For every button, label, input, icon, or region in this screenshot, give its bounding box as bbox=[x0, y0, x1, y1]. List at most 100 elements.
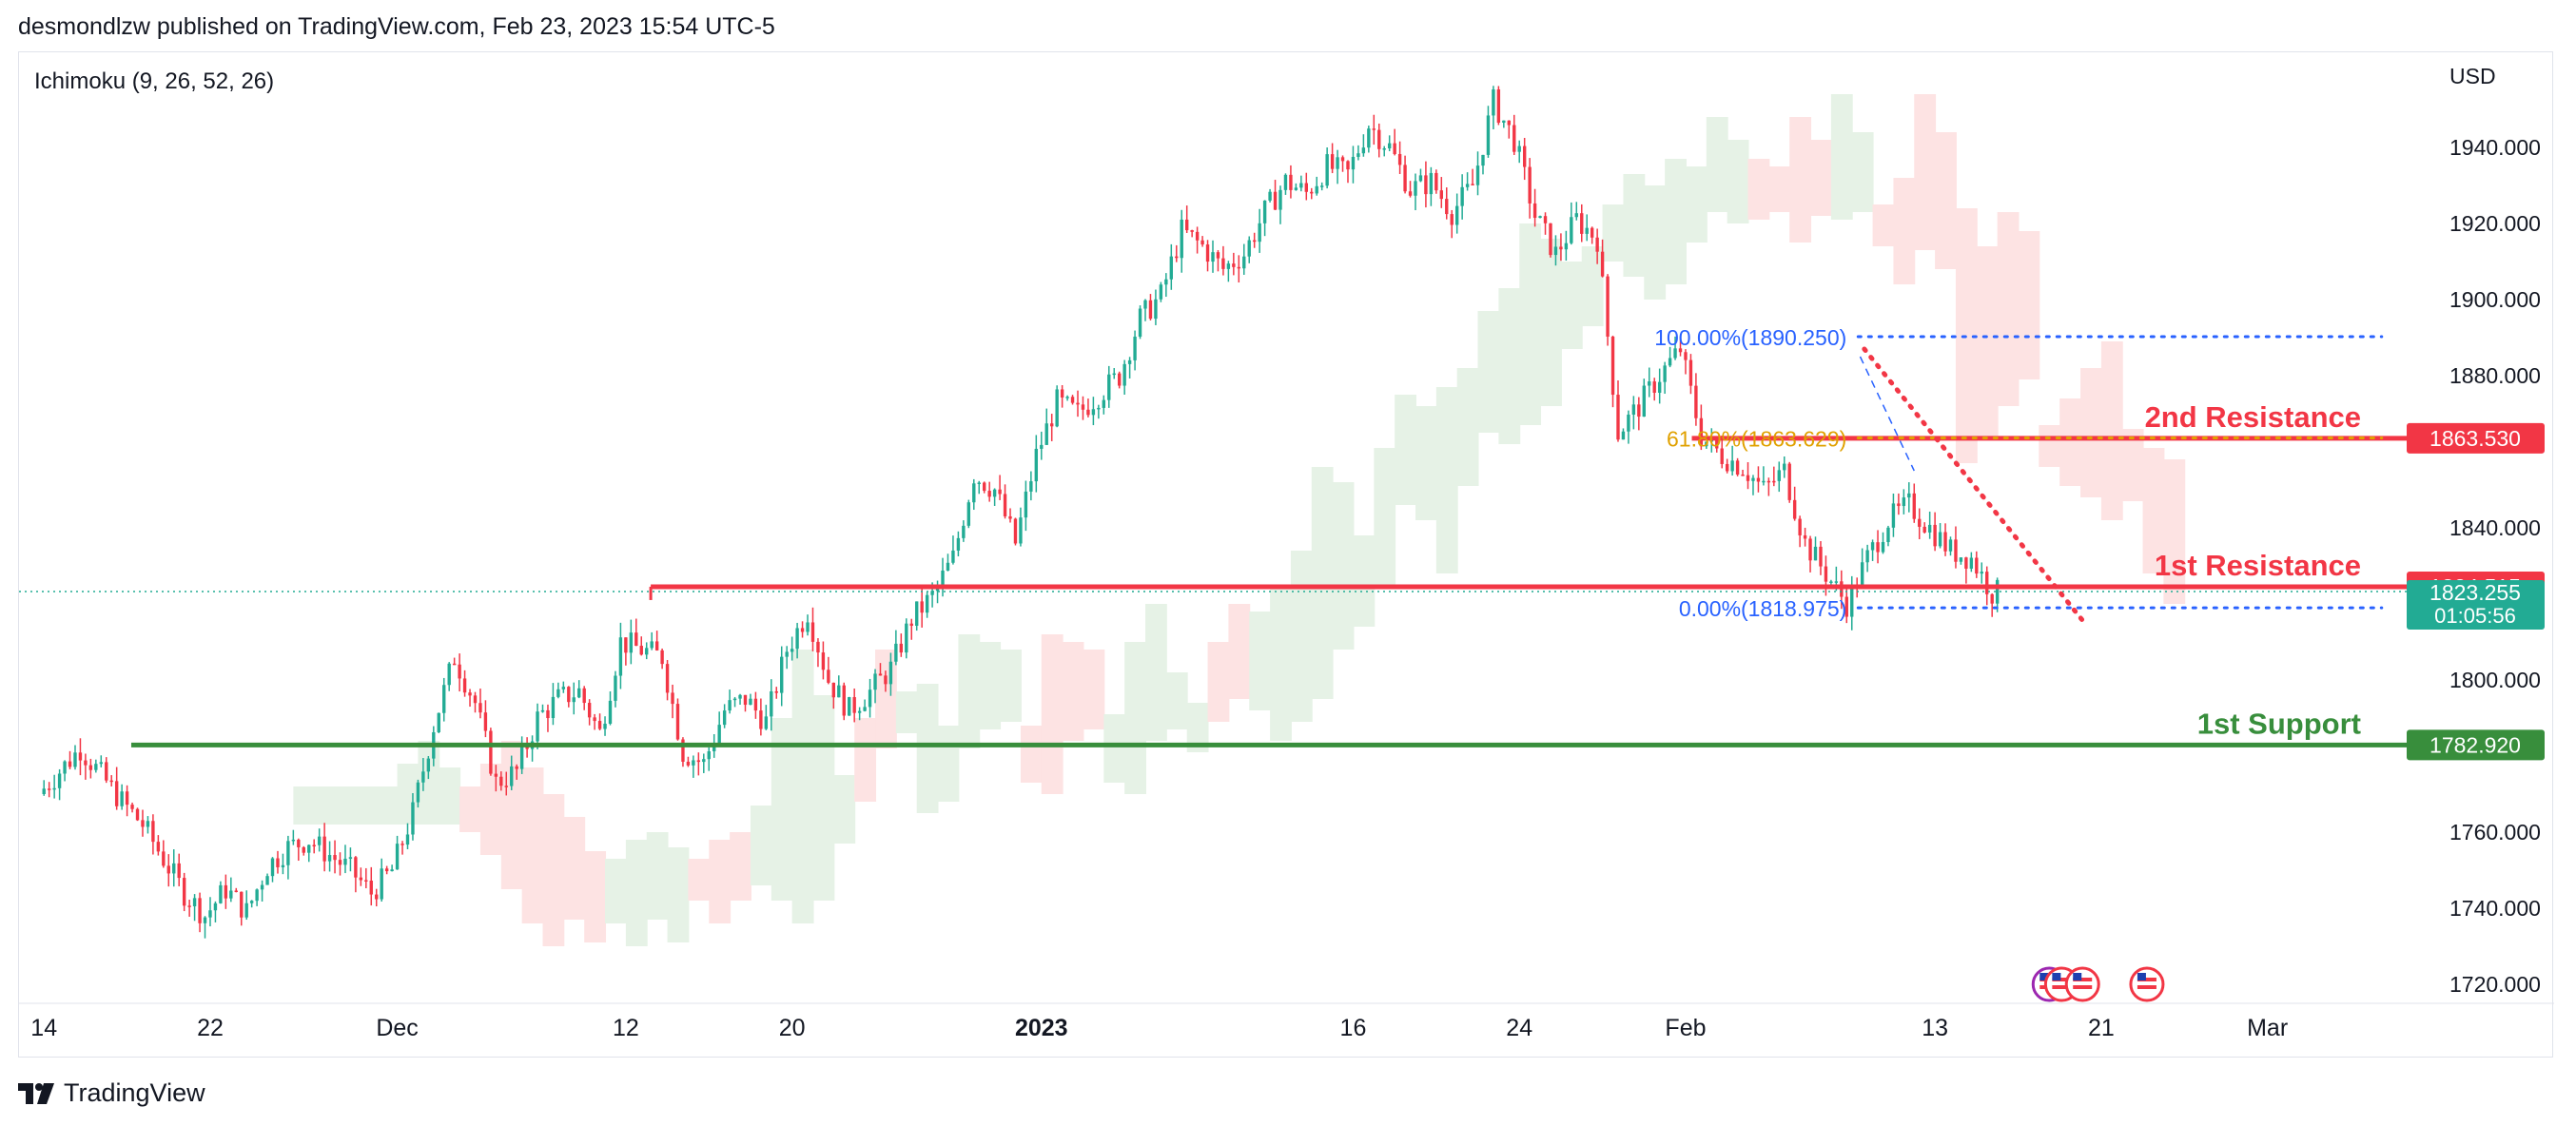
cloud-segment bbox=[979, 642, 1002, 729]
candle-body bbox=[1138, 308, 1142, 338]
footer: TradingView bbox=[18, 1078, 205, 1108]
candle-body bbox=[920, 601, 924, 613]
candle-body bbox=[1289, 174, 1293, 190]
candle-body bbox=[681, 739, 685, 762]
candle-body bbox=[1076, 402, 1080, 405]
candle-body bbox=[213, 903, 218, 911]
candle-body bbox=[1471, 184, 1474, 185]
candle-body bbox=[1070, 397, 1075, 403]
candle-body bbox=[1304, 183, 1308, 192]
candle-body bbox=[1102, 399, 1106, 408]
cloud-segment bbox=[1976, 246, 1999, 437]
candle-body bbox=[411, 802, 415, 835]
candle-body bbox=[597, 721, 602, 729]
candle-body bbox=[1528, 166, 1532, 204]
candle-body bbox=[556, 689, 560, 697]
cloud-segment bbox=[355, 786, 378, 825]
candle-body bbox=[437, 712, 440, 732]
cloud-segment bbox=[1456, 368, 1479, 486]
candle-body bbox=[536, 711, 539, 742]
candle-body bbox=[1762, 480, 1766, 483]
cloud-segment bbox=[563, 817, 586, 920]
candle-body bbox=[831, 682, 836, 698]
candle-body bbox=[1886, 527, 1890, 542]
cloud-segment bbox=[688, 859, 711, 901]
cloud-segment bbox=[439, 767, 461, 825]
candle-body bbox=[1787, 463, 1791, 500]
candle-body bbox=[665, 664, 670, 693]
candle-body bbox=[1283, 174, 1288, 190]
candle-body bbox=[1616, 395, 1620, 440]
candle-body bbox=[1720, 448, 1724, 464]
candle-body bbox=[806, 622, 810, 632]
candle-body bbox=[1694, 385, 1698, 418]
candle-body bbox=[686, 761, 691, 766]
cloud-segment bbox=[1768, 166, 1791, 212]
level-label: 1st Support bbox=[2197, 707, 2361, 740]
event-flag-icon bbox=[2129, 966, 2165, 1002]
candle-body bbox=[1268, 191, 1272, 201]
candle-body bbox=[634, 632, 638, 647]
candle-body bbox=[489, 730, 493, 774]
cloud-segment bbox=[895, 691, 918, 733]
x-tick-label: 22 bbox=[197, 1015, 224, 1041]
candle-body bbox=[130, 805, 134, 809]
price-chart[interactable]: 2nd Resistance 1st Resistance 1st Support 1… bbox=[19, 52, 2554, 1058]
cloud-segment bbox=[293, 786, 316, 825]
candle-body bbox=[743, 694, 748, 706]
candle-body bbox=[1610, 336, 1615, 396]
candle-body bbox=[483, 712, 488, 731]
currency-label: USD bbox=[2449, 64, 2496, 88]
candle-body bbox=[255, 889, 259, 902]
flag-stripe bbox=[2137, 985, 2156, 989]
x-tick-label: Feb bbox=[1665, 1015, 1706, 1041]
candle-body bbox=[1325, 154, 1329, 186]
candle-body bbox=[998, 489, 1002, 495]
chart-panel[interactable]: 2nd Resistance 1st Resistance 1st Support 1… bbox=[18, 51, 2554, 1058]
candle-body bbox=[462, 678, 467, 693]
candle-body bbox=[146, 821, 150, 827]
candle-body bbox=[780, 656, 784, 693]
candle-body bbox=[1725, 463, 1729, 472]
candle-body bbox=[1013, 518, 1018, 544]
candle-body bbox=[1777, 470, 1781, 481]
candle-body bbox=[764, 716, 769, 729]
candle-body bbox=[317, 836, 322, 845]
candle-body bbox=[1975, 557, 1979, 574]
cloud-segment bbox=[833, 775, 856, 844]
candle-body bbox=[229, 890, 233, 899]
cloud-segment bbox=[1415, 406, 1437, 520]
candle-body bbox=[1668, 358, 1672, 366]
candle-body bbox=[1538, 216, 1542, 219]
x-tick-label: 14 bbox=[30, 1015, 57, 1041]
cloud-segment bbox=[479, 764, 502, 855]
footer-brand[interactable]: TradingView bbox=[64, 1078, 205, 1107]
candle-body bbox=[1454, 205, 1459, 225]
candle-body bbox=[1735, 460, 1740, 475]
candle-body bbox=[1648, 381, 1651, 386]
candle-body bbox=[1237, 266, 1240, 269]
cloud-segment bbox=[1872, 204, 1895, 246]
candle-body bbox=[1029, 481, 1033, 492]
candle-body bbox=[177, 863, 181, 879]
candle-body bbox=[1330, 154, 1335, 169]
tradingview-logo-icon[interactable] bbox=[18, 1082, 56, 1104]
flag-stripe bbox=[2073, 985, 2093, 989]
candle-body bbox=[654, 641, 659, 650]
candle-body bbox=[774, 690, 778, 693]
cloud-segment bbox=[1290, 551, 1313, 722]
candle-body bbox=[1465, 184, 1470, 187]
candle-body bbox=[1985, 572, 1989, 594]
candle-body bbox=[1798, 518, 1802, 535]
candle-body bbox=[1512, 125, 1516, 152]
candle-body bbox=[608, 700, 613, 724]
candle-body bbox=[57, 773, 62, 788]
x-tick-label: Dec bbox=[376, 1015, 418, 1041]
candle-body bbox=[421, 771, 425, 783]
x-tick-label: Mar bbox=[2247, 1015, 2288, 1041]
candle-body bbox=[1034, 448, 1039, 482]
candle-body bbox=[156, 842, 161, 852]
candle-body bbox=[800, 628, 805, 632]
candle-body bbox=[1606, 276, 1610, 337]
fib-label: 100.00%(1890.250) bbox=[1654, 325, 1846, 350]
